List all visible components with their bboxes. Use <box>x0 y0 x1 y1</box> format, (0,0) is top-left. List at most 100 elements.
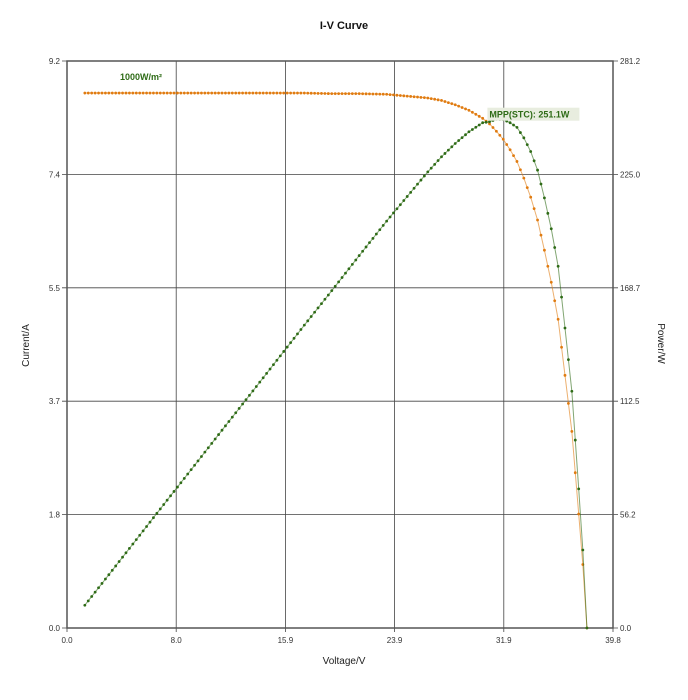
series-point <box>90 91 94 95</box>
series-point <box>371 92 375 96</box>
series-point <box>148 91 152 95</box>
series-point <box>522 136 526 140</box>
series-point <box>296 91 299 95</box>
series-point <box>145 525 148 528</box>
series-point <box>536 168 539 172</box>
series-point <box>388 93 392 96</box>
series-point <box>477 123 481 127</box>
series-point <box>124 551 128 555</box>
series-point <box>299 328 303 331</box>
series-point <box>285 91 289 95</box>
series-point <box>162 503 166 506</box>
y-tick-label: 9.2 <box>49 57 61 66</box>
series-point <box>361 92 365 96</box>
series-point <box>412 95 416 99</box>
series-point <box>560 345 563 349</box>
series-point <box>395 93 399 97</box>
series-point <box>203 91 207 95</box>
series-point <box>155 91 159 95</box>
series-point <box>172 490 176 493</box>
series-point <box>313 91 317 95</box>
series-point <box>302 323 306 327</box>
series-point <box>412 186 416 190</box>
series-point <box>433 162 437 166</box>
series-point <box>131 91 135 95</box>
series-point <box>306 319 310 323</box>
series-point <box>553 299 557 303</box>
series-point <box>361 249 365 253</box>
series-point <box>220 428 224 432</box>
series-point <box>182 476 186 480</box>
series-point <box>268 91 272 95</box>
series-point <box>515 125 519 129</box>
series-point <box>354 92 358 96</box>
series-point <box>546 211 550 215</box>
series-point <box>176 91 179 95</box>
series-point <box>189 91 193 95</box>
series-point <box>512 123 515 127</box>
series-point <box>224 424 227 428</box>
x-tick-label: 8.0 <box>171 636 183 645</box>
series-point <box>395 207 399 211</box>
series-point <box>278 354 282 358</box>
series-point <box>474 112 478 116</box>
series-point <box>443 100 447 103</box>
series-point <box>117 560 121 563</box>
series-point <box>464 133 467 137</box>
series-point <box>186 472 190 476</box>
series-point <box>93 91 97 95</box>
series-point <box>539 182 543 186</box>
series-point <box>474 125 478 129</box>
series-point <box>299 91 303 95</box>
series-point <box>169 494 172 498</box>
series-point <box>128 91 131 95</box>
series-point <box>453 103 457 107</box>
y-tick-label: 0.0 <box>49 624 61 633</box>
plot-frame <box>66 60 614 629</box>
series-point <box>189 468 193 472</box>
series-point <box>440 99 443 102</box>
series-point <box>405 195 409 198</box>
series-point <box>488 122 491 126</box>
y2-tick-label: 168.7 <box>620 284 641 293</box>
y2-tick-label: 112.5 <box>620 397 640 406</box>
series-point <box>248 393 251 397</box>
series-point <box>426 96 430 100</box>
series-point <box>272 91 275 95</box>
series-point <box>272 363 275 367</box>
series-point <box>567 401 570 405</box>
series-point <box>450 145 454 149</box>
series-line <box>84 92 588 629</box>
series-point <box>121 91 124 95</box>
chart-title: I-V Curve <box>319 20 369 32</box>
series-point <box>83 91 87 95</box>
series-point <box>340 276 344 279</box>
series-point <box>224 91 227 95</box>
series-point <box>302 91 306 95</box>
series-point <box>114 91 118 95</box>
series-point <box>378 228 382 232</box>
series-point <box>145 91 148 95</box>
series-point <box>258 91 262 95</box>
series-point <box>326 293 330 297</box>
series-point <box>316 306 320 310</box>
series-point <box>86 91 90 95</box>
series-point <box>457 139 461 142</box>
series-point <box>100 91 104 95</box>
series-point <box>148 520 152 524</box>
series-point <box>234 91 238 95</box>
series-point <box>196 459 200 463</box>
series-point <box>385 92 389 96</box>
series-point <box>289 341 293 345</box>
series-point <box>563 373 567 377</box>
series-point <box>525 143 529 147</box>
series-point <box>422 96 426 100</box>
series-point <box>398 94 402 97</box>
series-point <box>282 350 286 353</box>
x-axis-label: Voltage/V <box>322 656 366 667</box>
series-point <box>344 271 347 275</box>
series-point <box>289 91 293 95</box>
series-point <box>104 577 107 581</box>
series-point <box>470 110 474 114</box>
